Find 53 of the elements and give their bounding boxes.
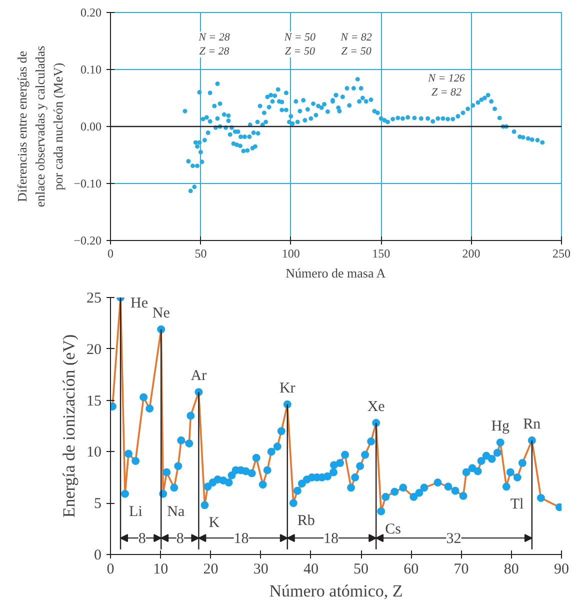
annotation: He: [130, 296, 148, 312]
annotation: Cs: [385, 521, 402, 538]
y-tick-label: 15: [86, 393, 102, 410]
annotation: Xe: [367, 398, 386, 415]
x-tick-label: 30: [253, 562, 268, 578]
x-tick-label: 50: [194, 246, 207, 260]
annotation: 18: [323, 531, 338, 548]
annotation: Kr: [279, 380, 296, 396]
x-tick-label: 10: [153, 562, 168, 578]
y-tick-label: 10: [86, 444, 102, 461]
x-tick-label: 150: [372, 246, 390, 260]
x-tick-label: 100: [282, 246, 300, 260]
y-axis-title: Energía de ionización (eV): [60, 334, 78, 518]
x-tick-label: 20: [203, 562, 218, 578]
x-tick-label: 40: [303, 562, 318, 578]
x-tick-label: 200: [462, 246, 480, 260]
x-tick-label: 0: [106, 562, 114, 578]
y-tick-label: −0.10: [74, 176, 102, 190]
annotation: N = 28 Z = 28: [198, 32, 230, 58]
annotation: N = 50 Z = 50: [283, 32, 316, 58]
annotation: Rn: [523, 416, 542, 432]
x-tick-label: 70: [454, 562, 469, 578]
x-tick-label: 60: [404, 562, 419, 578]
x-tick-label: 80: [504, 562, 519, 578]
x-tick-label: 90: [554, 562, 569, 578]
y-axis-title: Diferencias entre energías de enlace observadas y calculadas por cada nucleón (MeV): [14, 46, 66, 208]
annotation: 18: [234, 531, 249, 548]
x-axis-title: Número atómico, Z: [269, 582, 403, 600]
annotation: Rb: [297, 513, 315, 530]
y-tick-label: 0.10: [80, 62, 102, 76]
y-tick-label: 0.00: [80, 120, 102, 134]
y-tick-label: −0.20: [74, 234, 102, 248]
x-tick-label: 0: [108, 246, 114, 260]
annotation: Ar: [190, 368, 207, 384]
annotation: Na: [167, 504, 185, 520]
y-tick-label: 0.20: [80, 6, 102, 20]
x-tick-label: 250: [552, 246, 570, 260]
annotation: K: [208, 515, 220, 532]
x-tick-label: 50: [354, 562, 369, 578]
annotation: 8: [138, 531, 146, 548]
annotation: Li: [129, 504, 142, 520]
y-tick-label: 0: [94, 548, 102, 564]
annotation: Tl: [510, 496, 524, 513]
annotation: Hg: [491, 418, 510, 434]
annotation: 32: [446, 531, 462, 548]
annotation: N = 82 Z = 50: [340, 32, 372, 58]
y-tick-label: 20: [86, 342, 102, 358]
x-axis-title: Número de masa A: [286, 266, 386, 280]
annotation: 8: [176, 531, 184, 548]
annotation: Ne: [152, 305, 170, 322]
y-tick-label: 5: [94, 496, 102, 512]
y-tick-label: 25: [86, 290, 102, 306]
annotation: N = 126 Z = 82: [427, 72, 466, 98]
